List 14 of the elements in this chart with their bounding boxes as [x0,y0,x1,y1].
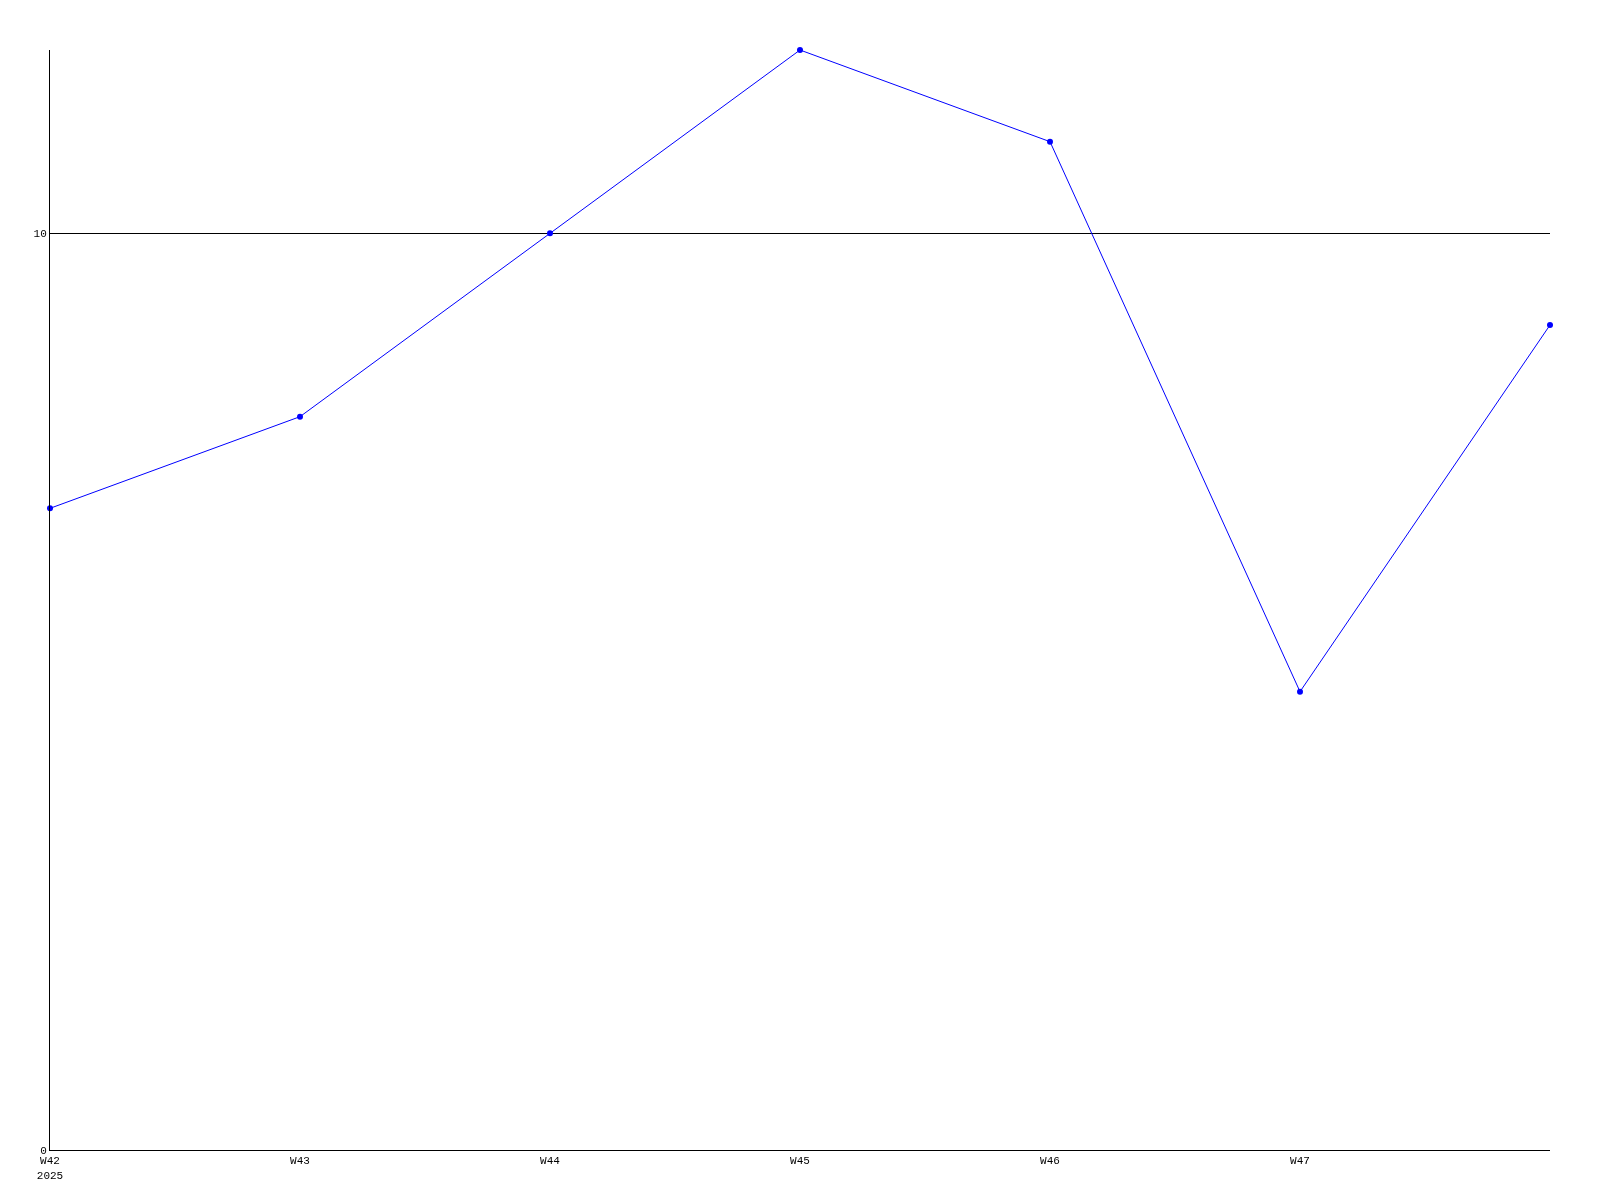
point [1297,688,1303,695]
x-tick-label: W46 [1040,1155,1060,1168]
x-tick-label: W42 2025 [36,1155,64,1182]
point [1547,322,1553,328]
x-tick-label: W44 [540,1155,561,1168]
y-tick-label: 0 [40,1144,47,1157]
x-tick-label: W47 [1290,1155,1310,1168]
point [1047,138,1053,145]
y-tick-label: 10 [33,228,47,241]
point [297,413,303,420]
point [797,47,803,53]
x-tick-label: W45 [790,1155,810,1168]
x-tick-label: W43 [290,1155,310,1168]
point [547,230,553,237]
